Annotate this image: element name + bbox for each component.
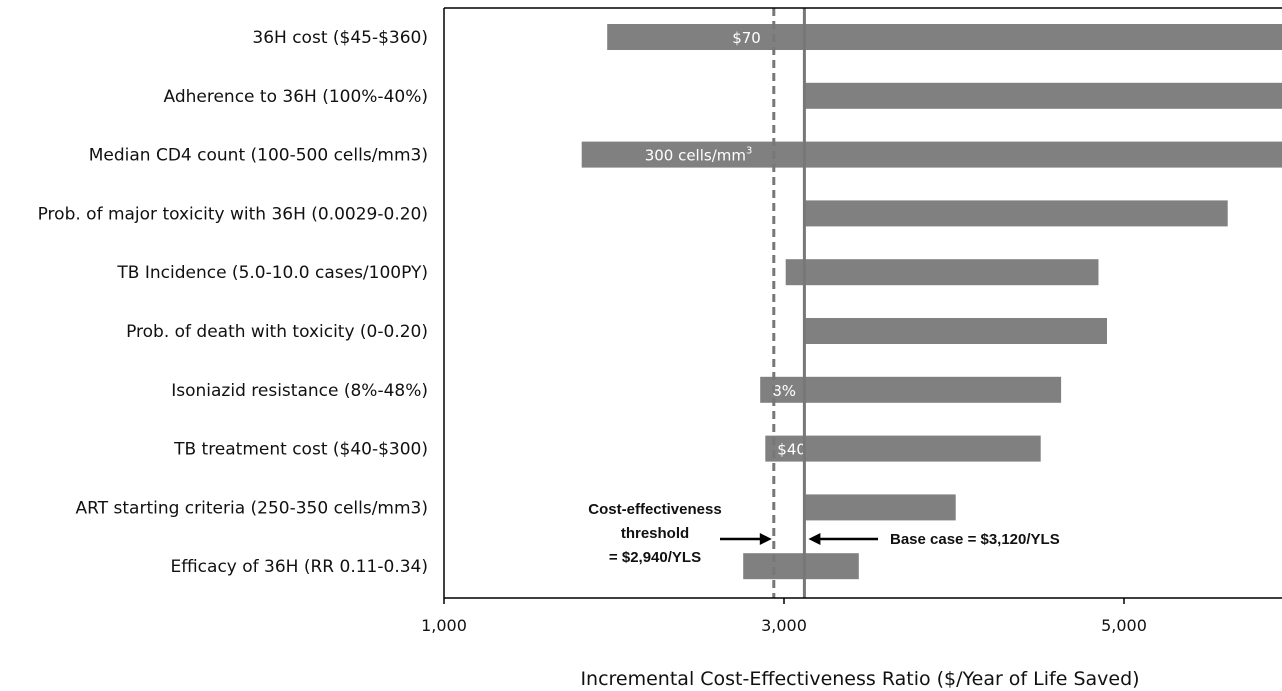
threshold-annotation-line: threshold xyxy=(621,525,689,542)
bar-value-label: $40 xyxy=(777,441,806,459)
base-case-annotation: Base case = $3,120/YLS xyxy=(890,531,1060,548)
bar-value-label: $70 xyxy=(732,29,761,47)
x-tick-label: 5,000 xyxy=(1101,616,1147,635)
threshold-annotation-line: Cost-effectiveness xyxy=(588,501,721,518)
category-label: Efficacy of 36H (RR 0.11-0.34) xyxy=(171,557,429,577)
bar-value-label: 8% xyxy=(772,382,796,400)
category-label: Prob. of major toxicity with 36H (0.0029… xyxy=(38,204,428,224)
x-tick-label: 1,000 xyxy=(421,616,467,635)
base-case-arrowhead xyxy=(808,533,821,545)
bar-2 xyxy=(804,82,1282,109)
category-label: TB treatment cost ($40-$300) xyxy=(173,440,428,460)
category-label: 36H cost ($45-$360) xyxy=(252,28,428,48)
threshold-arrowhead xyxy=(759,533,772,545)
category-label: ART starting criteria (250-350 cells/mm3… xyxy=(76,498,428,518)
bar-10 xyxy=(743,553,859,580)
category-label: TB Incidence (5.0-10.0 cases/100PY) xyxy=(116,263,428,283)
bar-7 xyxy=(760,376,1062,403)
bars-layer xyxy=(581,24,1282,580)
reference-lines-layer xyxy=(772,8,806,598)
superscript: 3 xyxy=(746,146,752,157)
bar-value-label: 300 cells/mm3 xyxy=(645,146,753,165)
category-label: Isoniazid resistance (8%-48%) xyxy=(171,381,428,401)
category-label: Adherence to 36H (100%-40%) xyxy=(164,87,429,107)
bar-9 xyxy=(804,494,956,521)
category-label: Prob. of death with toxicity (0-0.20) xyxy=(126,322,428,342)
annotations-layer: Base case = $3,120/YLS Cost-effectiveness… xyxy=(588,501,1059,566)
category-labels-layer: 36H cost ($45-$360) Adherence to 36H (100… xyxy=(38,28,428,577)
bar-8 xyxy=(765,435,1041,462)
x-axis-title: Incremental Cost-Effectiveness Ratio ($/… xyxy=(580,668,1139,690)
threshold-annotation-line: = $2,940/YLS xyxy=(609,549,701,566)
bar-3 xyxy=(581,141,1282,168)
bar-labels-layer: $70 300 cells/mm3 8% $40 xyxy=(645,29,806,459)
axes-layer: 1,000 3,000 5,000 xyxy=(421,7,1282,635)
category-label: Median CD4 count (100-500 cells/mm3) xyxy=(89,146,428,166)
bar-4 xyxy=(804,200,1228,227)
bar-1 xyxy=(607,24,1282,50)
bar-5 xyxy=(785,259,1099,286)
x-tick-label: 3,000 xyxy=(761,616,807,635)
bar-6 xyxy=(804,318,1107,344)
